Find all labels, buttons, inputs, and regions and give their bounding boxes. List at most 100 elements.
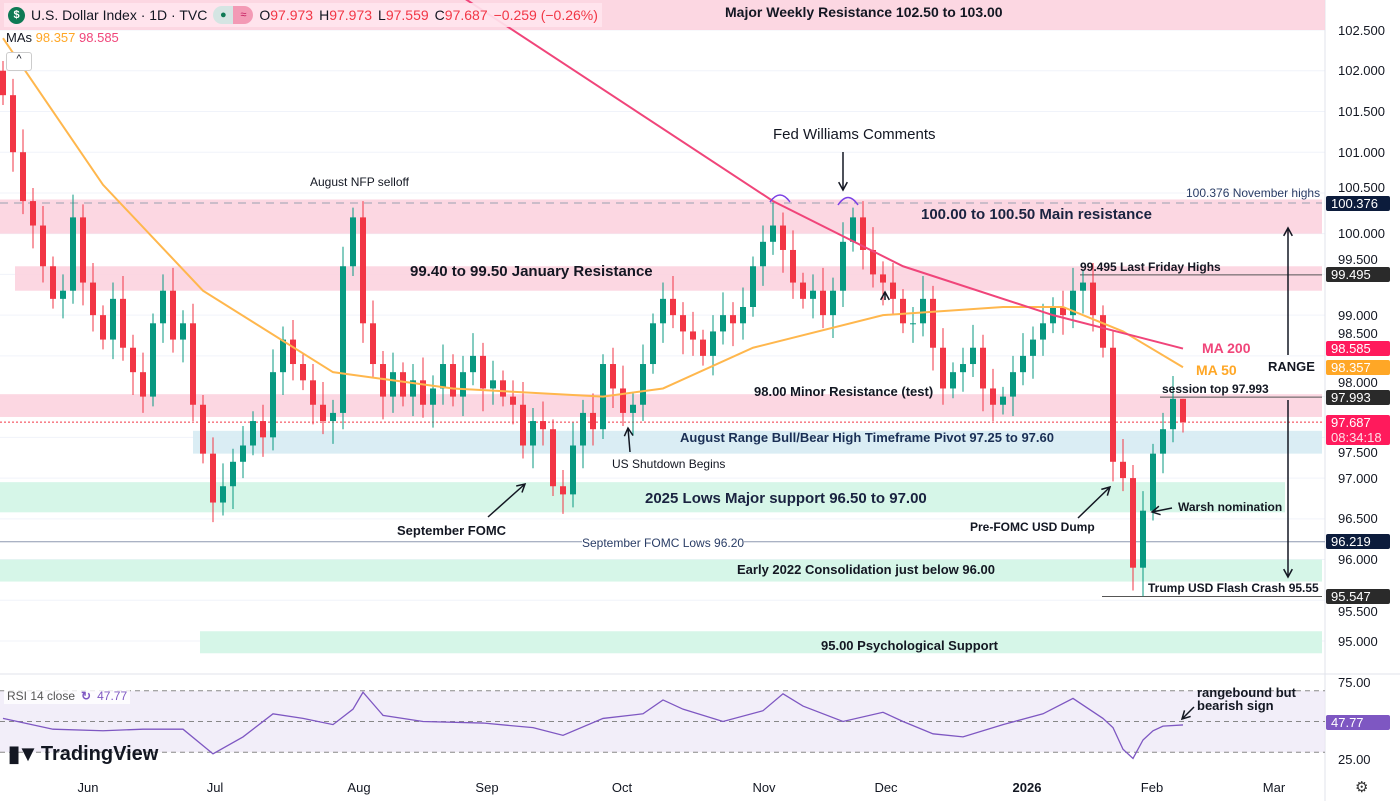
candle-body (410, 380, 416, 397)
candle-body (400, 372, 406, 397)
candle-body (640, 364, 646, 405)
candle-body (1080, 282, 1086, 291)
candle-body (120, 298, 126, 348)
candle-body (0, 70, 6, 96)
candle-body (1170, 398, 1176, 430)
candle-body (1060, 306, 1066, 316)
range-down-arrow-head (1283, 568, 1293, 579)
candle-body (800, 282, 806, 299)
candle-body (170, 290, 176, 340)
pre-fomc-arrow (1077, 486, 1111, 519)
candle-body (420, 380, 426, 405)
price-badge: 100.376 (1326, 195, 1390, 211)
candle-body (760, 241, 766, 267)
ohlc-high: H97.973 (319, 7, 373, 23)
candle-body (80, 217, 86, 283)
collapse-legend-button[interactable]: ^ (6, 52, 32, 71)
candle-body (440, 364, 446, 389)
rsi-note-arrow-head (1180, 710, 1191, 721)
candle-body (880, 274, 886, 283)
time-label: Feb (1140, 780, 1164, 795)
tradingview-logo: ▮▼ TradingView (8, 741, 159, 766)
candle-body (670, 298, 676, 316)
time-label: 2026 (1012, 780, 1042, 795)
candle-body (220, 486, 226, 503)
candle-body (300, 364, 306, 381)
ohlc-open: O97.973 (259, 7, 314, 23)
candle-body (280, 339, 286, 373)
candle-body (790, 249, 796, 283)
candle-body (840, 241, 846, 291)
zone-label: Early 2022 Consolidation just below 96.0… (737, 562, 995, 577)
settings-gear-icon[interactable]: ⚙ (1355, 779, 1369, 796)
price-axis-label: 97.000 (1338, 470, 1378, 486)
sep-fomc-arrow-head (516, 482, 527, 493)
candle-body (1150, 453, 1156, 511)
price-axis-label: 99.500 (1338, 251, 1378, 267)
price-axis-label: 102.500 (1338, 22, 1385, 38)
candle-body (1180, 398, 1186, 423)
zone-label: Major Weekly Resistance 102.50 to 103.00 (725, 4, 1003, 20)
candle-body (20, 152, 26, 202)
price-badge: 97.687 08:34:18 (1326, 414, 1390, 445)
candle-body (780, 225, 786, 250)
candle-body (950, 372, 956, 389)
shutdown-arrow (627, 427, 631, 453)
candle-body (560, 486, 566, 495)
candle-body (930, 298, 936, 348)
top-arc (769, 194, 791, 203)
zone-pink (15, 266, 1322, 291)
ma50-label: MA 50 (1196, 362, 1237, 378)
price-axis-label: 95.500 (1338, 603, 1378, 619)
candle-body (240, 445, 246, 462)
range-up-arrow-head (1283, 226, 1293, 237)
price-badge: 98.585 (1326, 341, 1390, 357)
time-label: Oct (611, 780, 633, 795)
time-label: Mar (1262, 780, 1286, 795)
zone-pink (0, 199, 1322, 234)
candle-body (630, 404, 636, 413)
ma50-line (2, 37, 1184, 398)
price-axis-label: 96.500 (1338, 511, 1378, 527)
price-badge: 95.547 (1326, 588, 1390, 604)
candle-body (700, 339, 706, 356)
candle-body (350, 217, 356, 267)
ma-legend[interactable]: MAs 98.357 98.585 (6, 30, 119, 45)
candle-body (10, 95, 16, 153)
candle-body (550, 429, 556, 487)
time-label: Jun (77, 780, 99, 795)
rsi-legend[interactable]: RSI 14 close ↻ 47.77 (4, 688, 131, 704)
symbol-legend: $ U.S. Dollar Index · 1D · TVC ● ≈ O97.97… (4, 3, 602, 27)
candle-body (470, 355, 476, 373)
candle-body (730, 315, 736, 324)
candle-body (210, 453, 216, 503)
candle-body (580, 412, 586, 446)
time-label: Nov (752, 780, 776, 795)
zone-label: 95.00 Psychological Support (821, 638, 998, 653)
zone-label: 100.00 to 100.50 Main resistance (921, 206, 1152, 223)
range-label: RANGE (1268, 359, 1315, 374)
candle-body (310, 380, 316, 405)
refresh-icon: ↻ (81, 689, 92, 703)
candle-body (510, 396, 516, 405)
candle-body (660, 298, 666, 324)
candle-body (810, 290, 816, 299)
price-axis-label: 100.500 (1338, 180, 1385, 196)
market-status-pill[interactable]: ● ≈ (213, 6, 254, 24)
candle-body (90, 282, 96, 316)
rsi-axis-label: 25.00 (1338, 752, 1371, 767)
time-label: Aug (347, 780, 371, 795)
candle-body (610, 364, 616, 389)
symbol-title[interactable]: U.S. Dollar Index · 1D · TVC (31, 7, 208, 23)
candle-body (990, 388, 996, 405)
candle-body (190, 323, 196, 405)
candle-body (290, 339, 296, 365)
time-label: Sep (475, 780, 499, 795)
candle-body (900, 298, 906, 324)
zone-green (0, 482, 1285, 513)
rsi-value-badge: 47.77 (1326, 715, 1390, 730)
candle-body (740, 306, 746, 324)
ma200-label: MA 200 (1202, 340, 1251, 356)
price-axis-label: 101.000 (1338, 144, 1385, 160)
